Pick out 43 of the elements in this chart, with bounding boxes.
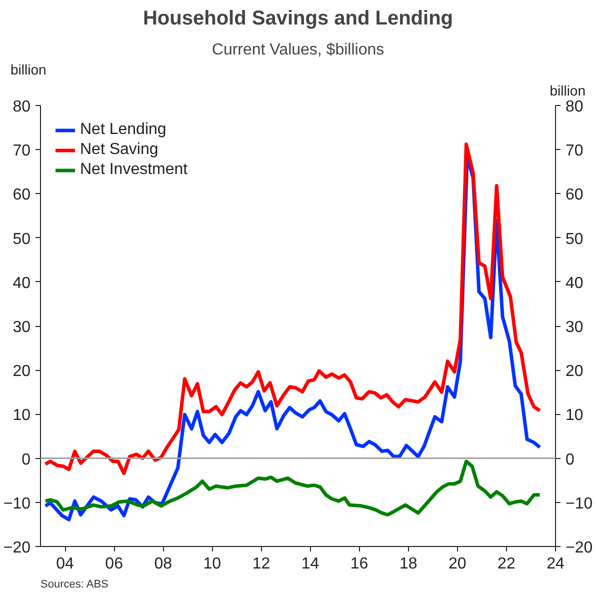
y-tick-label: 30	[12, 319, 31, 336]
y2-tick-label: 0	[566, 451, 574, 468]
y-axis-title: billion	[10, 62, 46, 78]
y-tick-label: −10	[3, 495, 31, 512]
y-tick-label: 60	[12, 186, 31, 204]
y2-tick-label: 60	[566, 186, 584, 204]
x-tick-label: 10	[203, 556, 222, 572]
y-tick-label: 10	[12, 407, 31, 424]
y2-tick-label: −20	[566, 540, 593, 556]
legend-label: Net Saving	[80, 141, 158, 159]
y2-tick-label: 50	[566, 230, 584, 248]
y-tick-label: 50	[12, 230, 31, 248]
y-tick-label: 40	[12, 274, 31, 292]
x-tick-label: 22	[498, 556, 516, 572]
y2-tick-label: 80	[566, 98, 584, 116]
y2-tick-label: 70	[566, 142, 584, 160]
x-tick-label: 14	[301, 556, 320, 572]
source-note: Sources: ABS	[40, 578, 108, 590]
x-tick-label: 18	[399, 556, 418, 572]
y-tick-label: 70	[12, 142, 31, 160]
chart-subtitle: Current Values, $billions	[212, 42, 384, 58]
line-series	[44, 460, 542, 516]
x-tick-label: 12	[252, 556, 270, 572]
chart-title: Household Savings and Lending	[142, 8, 454, 30]
x-tick-label: 16	[350, 556, 368, 572]
y2-axis-title: billion	[550, 82, 586, 98]
x-tick-label: 06	[105, 556, 124, 572]
y2-tick-label: 10	[566, 407, 584, 424]
line-series	[44, 142, 542, 476]
legend-label: Net Lending	[80, 121, 166, 139]
y2-tick-label: 30	[566, 319, 584, 336]
x-tick-label: 04	[56, 556, 74, 572]
y-tick-label: 0	[22, 451, 31, 468]
x-tick-label: 24	[546, 556, 564, 572]
y2-tick-label: 40	[566, 274, 584, 292]
y-tick-label: −20	[3, 540, 31, 556]
legend-label: Net Investment	[80, 161, 188, 179]
y2-tick-label: 20	[566, 363, 584, 380]
y2-tick-label: −10	[566, 495, 593, 512]
y-tick-label: 20	[12, 363, 31, 380]
x-tick-label: 08	[154, 556, 172, 572]
y-tick-label: 80	[12, 98, 31, 116]
x-tick-label: 20	[448, 556, 466, 572]
